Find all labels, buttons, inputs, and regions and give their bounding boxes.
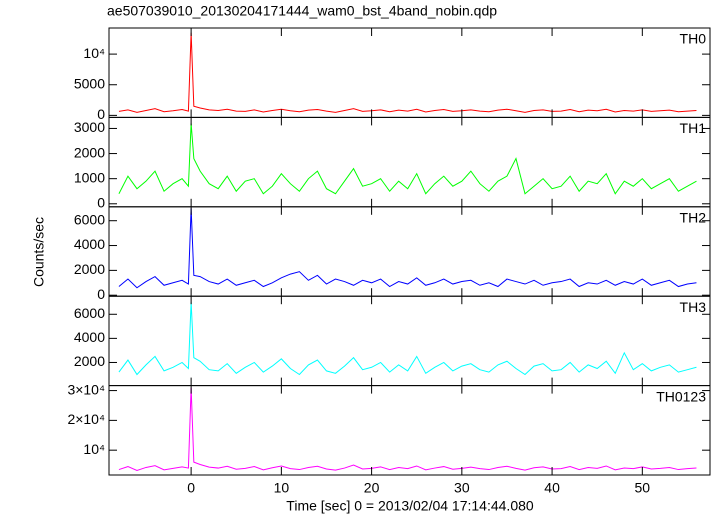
y-tick-label: 2000 (74, 144, 105, 160)
y-tick-label: 10⁴ (83, 45, 105, 61)
x-tick-label: 10 (274, 480, 290, 496)
y-axis-label: Counts/sec (31, 217, 47, 287)
panel-label: TH2 (680, 210, 707, 226)
y-tick-label: 2000 (74, 261, 105, 277)
chart-title: ae507039010_20130204171444_wam0_bst_4ban… (107, 3, 497, 19)
panel-label: TH0123 (656, 388, 706, 404)
series-line (118, 387, 697, 471)
y-tick-label: 0 (97, 194, 105, 210)
y-tick-label: 2×10⁴ (67, 411, 105, 427)
y-tick-label: 0 (97, 286, 105, 302)
panel-frame (108, 385, 711, 476)
y-tick-label: 4000 (74, 329, 105, 345)
x-tick-label: 50 (635, 480, 651, 496)
y-tick-label: 3000 (74, 119, 105, 135)
y-tick-label: 1000 (74, 169, 105, 185)
x-tick-label: 0 (187, 480, 195, 496)
panel-frame (108, 116, 711, 208)
panel-label: TH3 (680, 299, 707, 315)
x-tick-label: 30 (454, 480, 470, 496)
panel-label: TH0 (680, 31, 707, 47)
y-tick-label: 3×10⁴ (67, 381, 105, 397)
x-tick-label: 20 (364, 480, 380, 496)
y-tick-label: 4000 (74, 236, 105, 252)
x-tick-label: 40 (544, 480, 560, 496)
y-tick-label: 6000 (74, 305, 105, 321)
y-tick-label: 10⁴ (83, 441, 105, 457)
panel-frame (108, 295, 711, 387)
y-tick-label: 2000 (74, 353, 105, 369)
y-tick-label: 6000 (74, 211, 105, 227)
y-tick-label: 0 (97, 106, 105, 122)
series-line (118, 208, 697, 289)
series-line (118, 123, 697, 195)
series-line (118, 302, 697, 376)
y-tick-label: 5000 (74, 75, 105, 91)
panel-label: TH1 (680, 120, 707, 136)
panel-frame (108, 27, 711, 118)
x-axis-label: Time [sec] 0 = 2013/02/04 17:14:44.080 (286, 498, 534, 514)
series-line (118, 32, 697, 113)
